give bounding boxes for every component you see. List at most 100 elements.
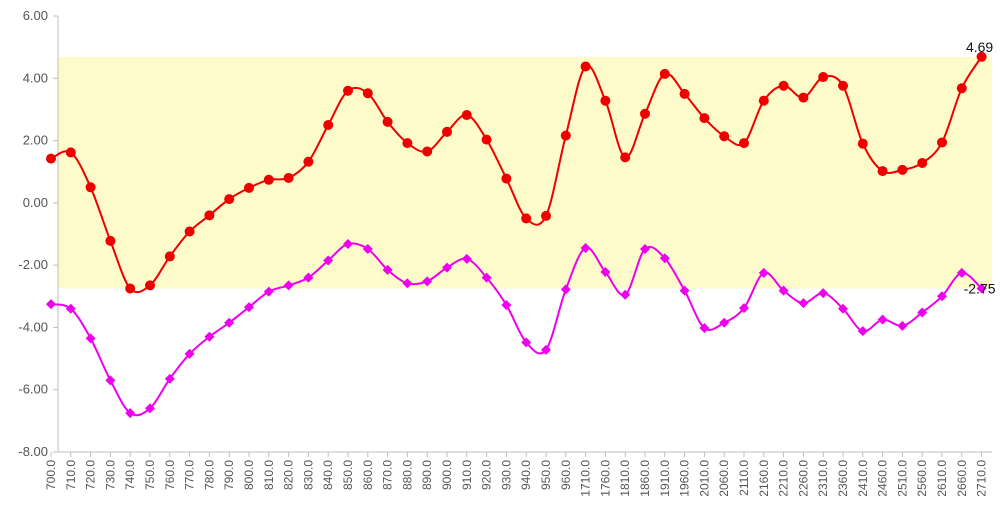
data-point bbox=[501, 300, 512, 311]
data-point bbox=[145, 403, 155, 414]
series-2 bbox=[46, 238, 987, 419]
data-point bbox=[323, 120, 334, 130]
x-tick-label: 2660.0 bbox=[955, 460, 969, 497]
data-point bbox=[541, 210, 551, 221]
data-point bbox=[145, 280, 155, 291]
data-point bbox=[580, 243, 591, 254]
data-point bbox=[719, 131, 730, 142]
data-point bbox=[679, 88, 690, 99]
x-tick-label: 2010.0 bbox=[697, 460, 711, 497]
x-tick-label: 700.0 bbox=[44, 460, 58, 490]
data-point bbox=[739, 138, 749, 149]
data-point bbox=[125, 283, 136, 294]
data-point bbox=[244, 302, 254, 313]
data-point bbox=[620, 152, 631, 163]
data-point bbox=[897, 320, 908, 331]
data-point bbox=[402, 138, 413, 149]
data-point bbox=[105, 235, 116, 246]
end-value-label: 4.69 bbox=[966, 39, 993, 55]
data-point bbox=[442, 126, 452, 137]
data-point bbox=[600, 95, 611, 106]
x-tick-label: 2560.0 bbox=[915, 460, 929, 497]
x-tick-label: 930.0 bbox=[499, 460, 513, 490]
x-tick-label: 800.0 bbox=[242, 460, 256, 490]
x-tick-label: 740.0 bbox=[123, 460, 137, 490]
data-point bbox=[897, 164, 908, 175]
data-point bbox=[758, 95, 769, 106]
x-tick-label: 2460.0 bbox=[876, 460, 890, 497]
data-point bbox=[640, 108, 650, 119]
x-tick-label: 960.0 bbox=[559, 460, 573, 490]
data-point bbox=[937, 291, 947, 302]
data-point bbox=[917, 157, 928, 168]
data-point bbox=[541, 344, 551, 355]
x-tick-label: 820.0 bbox=[282, 460, 296, 490]
data-point bbox=[244, 182, 254, 193]
x-tick-label: 880.0 bbox=[400, 460, 414, 490]
data-point bbox=[956, 83, 967, 94]
data-point bbox=[778, 285, 789, 296]
x-tick-label: 730.0 bbox=[103, 460, 117, 490]
data-point bbox=[164, 373, 175, 384]
data-point bbox=[323, 255, 334, 266]
data-point bbox=[442, 262, 452, 273]
data-point bbox=[402, 278, 413, 289]
x-tick-label: 2710.0 bbox=[975, 460, 989, 497]
data-point bbox=[204, 210, 215, 221]
data-point bbox=[105, 375, 116, 386]
x-tick-label: 1810.0 bbox=[618, 460, 632, 497]
data-point bbox=[877, 166, 888, 177]
data-point bbox=[857, 138, 868, 149]
data-point bbox=[224, 194, 235, 205]
data-point bbox=[758, 267, 769, 278]
data-point bbox=[739, 303, 749, 314]
x-tick-label: 940.0 bbox=[519, 460, 533, 490]
data-point bbox=[600, 266, 611, 277]
x-tick-label: 850.0 bbox=[341, 460, 355, 490]
x-tick-label: 950.0 bbox=[539, 460, 553, 490]
x-tick-label: 2610.0 bbox=[935, 460, 949, 497]
x-tick-label: 790.0 bbox=[222, 460, 236, 490]
y-tick-label: 6.00 bbox=[23, 8, 48, 23]
data-point bbox=[362, 243, 373, 254]
x-tick-label: 760.0 bbox=[163, 460, 177, 490]
data-point bbox=[125, 408, 136, 419]
data-point bbox=[303, 156, 314, 167]
x-tick-label: 2510.0 bbox=[895, 460, 909, 497]
shaded-band bbox=[58, 56, 992, 289]
x-tick-label: 750.0 bbox=[143, 460, 157, 490]
x-tick-label: 810.0 bbox=[262, 460, 276, 490]
axes: -8.00 -6.00 -4.00 -2.00 0.00 2.00 4.00 6.00 700.… bbox=[18, 8, 992, 497]
data-point bbox=[263, 174, 274, 185]
data-point bbox=[679, 285, 690, 296]
band-layer bbox=[58, 56, 992, 289]
data-point bbox=[521, 337, 532, 348]
data-point bbox=[620, 289, 631, 300]
x-tick-label: 910.0 bbox=[460, 460, 474, 490]
x-tick-label: 2060.0 bbox=[717, 460, 731, 497]
data-point bbox=[501, 173, 512, 184]
series-layer bbox=[46, 51, 987, 419]
x-tick-label: 780.0 bbox=[202, 460, 216, 490]
y-tick-label: -4.00 bbox=[18, 319, 48, 334]
data-point bbox=[85, 333, 96, 344]
data-point bbox=[719, 317, 730, 328]
x-tick-label: 1960.0 bbox=[678, 460, 692, 497]
data-point bbox=[204, 331, 215, 342]
data-point bbox=[818, 288, 829, 299]
data-point bbox=[263, 286, 274, 297]
data-point bbox=[580, 61, 591, 72]
x-tick-label: 770.0 bbox=[183, 460, 197, 490]
data-point bbox=[65, 303, 76, 314]
data-point bbox=[481, 134, 492, 145]
x-tick-label: 1860.0 bbox=[638, 460, 652, 497]
y-tick-label: 4.00 bbox=[23, 70, 48, 85]
y-tick-label: -6.00 bbox=[18, 382, 48, 397]
y-tick-label: 0.00 bbox=[23, 195, 48, 210]
data-point bbox=[481, 272, 492, 283]
x-tick-label: 830.0 bbox=[301, 460, 315, 490]
data-point bbox=[184, 348, 195, 359]
data-point bbox=[838, 303, 848, 314]
data-point bbox=[818, 72, 829, 83]
data-point bbox=[461, 253, 472, 264]
